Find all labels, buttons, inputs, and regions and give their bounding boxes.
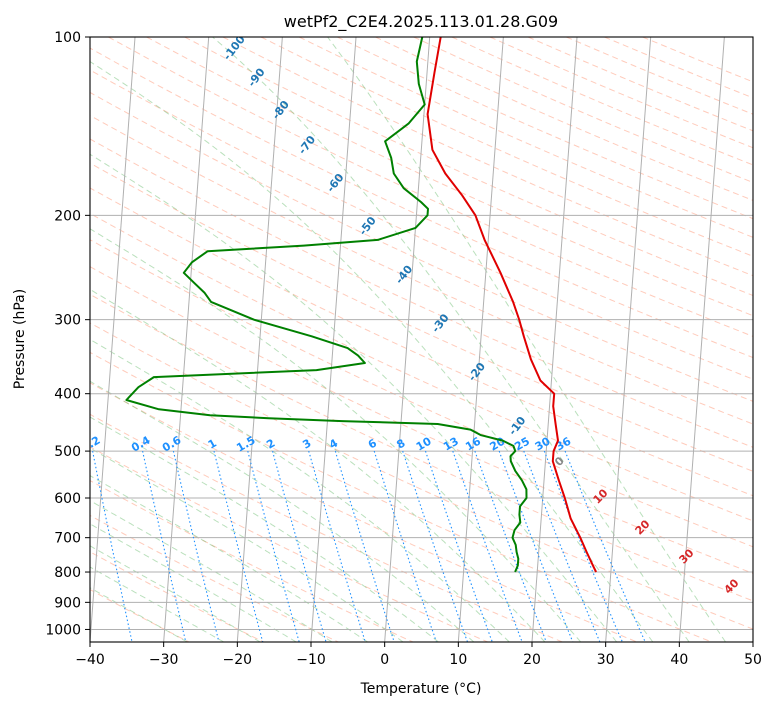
x-tick-label: 40: [670, 652, 688, 668]
y-tick-label: 600: [54, 491, 81, 507]
isotherm-lines: [90, 37, 753, 642]
moist-adiabat-line: [90, 228, 582, 642]
y-tick-label: 400: [54, 387, 81, 403]
x-tick-label: 50: [744, 652, 762, 668]
y-axis-ticks: 100 200 300 400 500 600 700 800 900 1000: [45, 30, 90, 638]
mixing-ratio-line: [213, 450, 264, 642]
moist-adiabat-line: [90, 60, 654, 642]
dry-adiabat-line: [90, 212, 753, 522]
y-axis-label: Pressure (hPa): [12, 289, 28, 389]
dry-adiabat-line: [90, 138, 753, 448]
mixing-ratio-lines: [92, 450, 646, 642]
dry-adiabat-line: [90, 91, 753, 402]
mixing-ratio-line: [474, 450, 547, 642]
dry-adiabat-line: [108, 37, 753, 337]
mixing-ratio-line: [402, 450, 469, 642]
moist-adiabat-line: [90, 338, 510, 642]
y-tick-label: 300: [54, 313, 81, 329]
x-tick-label: 20: [523, 652, 541, 668]
temperature-profile: [426, 37, 597, 573]
x-tick-label: −20: [223, 652, 253, 668]
dry-adiabat-line: [90, 480, 414, 642]
x-tick-label: −40: [75, 652, 105, 668]
moist-adiabat-line: [90, 447, 404, 642]
isotherm-line: [531, 37, 578, 642]
isotherm-line: [90, 37, 136, 642]
sounding-profiles: [125, 37, 597, 573]
dry-adiabat-line: [90, 322, 753, 630]
mixing-ratio-line: [498, 450, 574, 642]
dry-adiabat-line: [90, 413, 563, 642]
isotherm-line: [236, 37, 283, 642]
mixing-ratio-line: [334, 450, 395, 642]
moist-adiabat-line: [90, 288, 546, 642]
moist-adiabat-line: [327, 37, 726, 642]
moist-adiabat-line: [90, 523, 297, 642]
dry-adiabat-line: [90, 162, 753, 472]
isotherm-line: [163, 37, 210, 642]
x-tick-label: 0: [380, 652, 389, 668]
chart-title: wetPf2_C2E4.2025.113.01.28.G09: [284, 12, 558, 32]
dry-adiabat-line: [90, 446, 488, 642]
y-tick-label: 200: [54, 208, 81, 224]
mixing-ratio-line: [308, 450, 366, 642]
isotherm-line: [310, 37, 357, 642]
isotherm-line: [752, 635, 753, 642]
moist-adiabats: [90, 37, 726, 642]
plot-frame: [89, 36, 754, 643]
x-tick-label: −10: [296, 652, 326, 668]
isobar-lines: [90, 37, 753, 630]
moist-adiabat-line: [212, 37, 690, 642]
y-tick-label: 900: [54, 595, 81, 611]
moist-adiabat-line: [90, 475, 368, 642]
dewpoint-profile: [125, 37, 528, 573]
dry-adiabat-line: [90, 47, 753, 359]
moist-adiabat-line: [90, 500, 333, 642]
mixing-ratio-line: [373, 450, 437, 642]
plot-area: 0.1 0.2 0.4 0.6 1 1.5 2 3 4 6 8 10 13 16 20 25 30 36-100-…: [32, 37, 753, 642]
dry-adiabat-line: [146, 37, 753, 317]
mixing-ratio-line: [172, 450, 220, 642]
isotherm-line: [457, 37, 504, 642]
x-tick-label: 10: [449, 652, 467, 668]
isotherm-line: [605, 37, 652, 642]
dry-adiabat-line: [90, 293, 753, 602]
x-tick-label: 30: [597, 652, 615, 668]
x-tick-label: −30: [149, 652, 179, 668]
mixing-ratio-line: [272, 450, 327, 642]
mixing-ratio-line: [564, 450, 646, 642]
x-axis-ticks: −40 −30 −20 −10 0 10 20 30 40 50: [75, 642, 762, 668]
mixing-ratio-line: [142, 450, 187, 642]
dry-adiabat-line: [90, 187, 753, 497]
dry-adiabat-line: [90, 69, 753, 380]
moist-adiabat-line: [90, 545, 261, 642]
mixing-ratio-line: [247, 450, 300, 642]
y-tick-label: 700: [54, 531, 81, 547]
mixing-ratio-line: [92, 450, 133, 642]
moist-adiabat-line: [90, 380, 475, 642]
dry-adiabat-line: [90, 114, 753, 425]
y-tick-label: 500: [54, 444, 81, 460]
dry-adiabat-line: [184, 37, 753, 297]
mixing-ratio-line: [424, 450, 493, 642]
y-tick-label: 100: [54, 30, 81, 46]
isotherm-line: [384, 37, 431, 642]
x-axis-label: Temperature (°C): [360, 681, 482, 697]
mixing-ratio-line: [523, 450, 601, 642]
dry-adiabat-line: [90, 239, 753, 548]
mixing-ratio-line: [543, 450, 623, 642]
y-tick-label: 800: [54, 565, 81, 581]
mixing-ratio-label: 0.1: [32, 434, 55, 455]
y-tick-label: 1000: [45, 622, 81, 638]
isotherm-line: [678, 37, 725, 642]
dry-adiabat-line: [90, 588, 190, 642]
